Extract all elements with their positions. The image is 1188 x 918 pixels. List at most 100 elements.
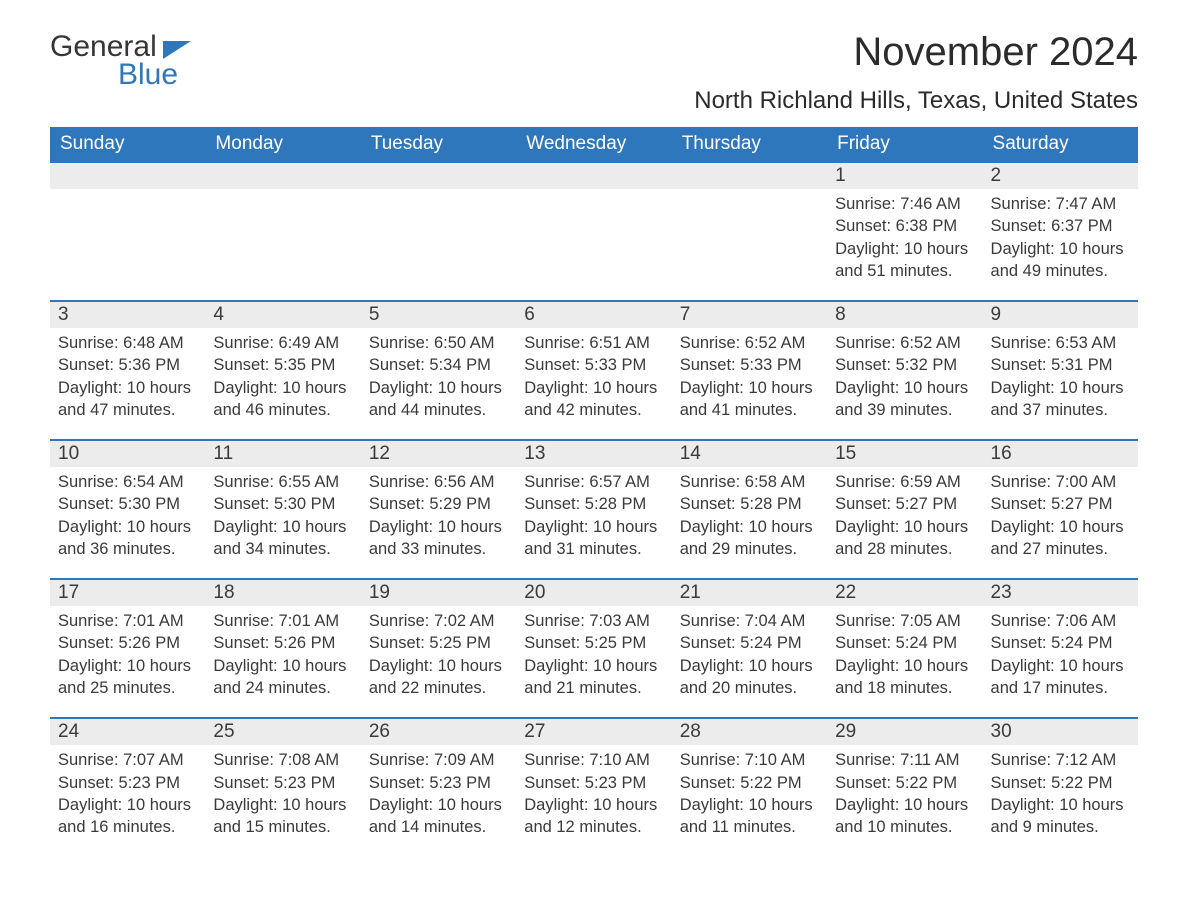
day-number-cell: 10 (50, 440, 205, 467)
day-number-cell: 27 (516, 718, 671, 745)
day-detail-row: Sunrise: 6:54 AMSunset: 5:30 PMDaylight:… (50, 467, 1138, 579)
day-detail-cell (672, 189, 827, 301)
weekday-header: Thursday (672, 127, 827, 162)
day-number-cell: 7 (672, 301, 827, 328)
sunset-text: Sunset: 5:30 PM (213, 493, 352, 515)
day-detail-cell: Sunrise: 7:00 AMSunset: 5:27 PMDaylight:… (983, 467, 1138, 579)
daylight-text: Daylight: 10 hours and 42 minutes. (524, 377, 663, 422)
sunset-text: Sunset: 5:24 PM (680, 632, 819, 654)
day-detail-cell: Sunrise: 7:10 AMSunset: 5:23 PMDaylight:… (516, 745, 671, 856)
day-number-cell: 18 (205, 579, 360, 606)
daylight-text: Daylight: 10 hours and 36 minutes. (58, 516, 197, 561)
sunrise-text: Sunrise: 7:46 AM (835, 193, 974, 215)
day-number-cell: 21 (672, 579, 827, 606)
daylight-text: Daylight: 10 hours and 46 minutes. (213, 377, 352, 422)
sunset-text: Sunset: 5:27 PM (835, 493, 974, 515)
sunset-text: Sunset: 5:25 PM (369, 632, 508, 654)
daylight-text: Daylight: 10 hours and 47 minutes. (58, 377, 197, 422)
day-number-cell: 15 (827, 440, 982, 467)
sunrise-text: Sunrise: 6:57 AM (524, 471, 663, 493)
day-number-cell: 1 (827, 162, 982, 189)
day-detail-cell (516, 189, 671, 301)
sunset-text: Sunset: 5:24 PM (835, 632, 974, 654)
daylight-text: Daylight: 10 hours and 21 minutes. (524, 655, 663, 700)
daylight-text: Daylight: 10 hours and 18 minutes. (835, 655, 974, 700)
daylight-text: Daylight: 10 hours and 16 minutes. (58, 794, 197, 839)
sunset-text: Sunset: 5:30 PM (58, 493, 197, 515)
sunrise-text: Sunrise: 6:51 AM (524, 332, 663, 354)
sunrise-text: Sunrise: 7:00 AM (991, 471, 1130, 493)
sunrise-text: Sunrise: 6:59 AM (835, 471, 974, 493)
sunset-text: Sunset: 5:34 PM (369, 354, 508, 376)
month-title: November 2024 (694, 30, 1138, 75)
sunset-text: Sunset: 5:26 PM (213, 632, 352, 654)
day-number-cell: 19 (361, 579, 516, 606)
daylight-text: Daylight: 10 hours and 11 minutes. (680, 794, 819, 839)
daylight-text: Daylight: 10 hours and 41 minutes. (680, 377, 819, 422)
sunrise-text: Sunrise: 7:05 AM (835, 610, 974, 632)
logo-word-blue: Blue (118, 58, 178, 92)
sunset-text: Sunset: 5:33 PM (524, 354, 663, 376)
sunset-text: Sunset: 5:32 PM (835, 354, 974, 376)
day-detail-cell: Sunrise: 6:56 AMSunset: 5:29 PMDaylight:… (361, 467, 516, 579)
sunset-text: Sunset: 5:22 PM (991, 772, 1130, 794)
sunrise-text: Sunrise: 7:10 AM (680, 749, 819, 771)
daylight-text: Daylight: 10 hours and 49 minutes. (991, 238, 1130, 283)
day-detail-cell: Sunrise: 6:57 AMSunset: 5:28 PMDaylight:… (516, 467, 671, 579)
day-detail-cell: Sunrise: 7:08 AMSunset: 5:23 PMDaylight:… (205, 745, 360, 856)
day-detail-cell: Sunrise: 6:55 AMSunset: 5:30 PMDaylight:… (205, 467, 360, 579)
day-number-cell (361, 162, 516, 189)
sunset-text: Sunset: 5:22 PM (835, 772, 974, 794)
sunrise-text: Sunrise: 6:52 AM (680, 332, 819, 354)
daylight-text: Daylight: 10 hours and 22 minutes. (369, 655, 508, 700)
day-detail-cell: Sunrise: 6:59 AMSunset: 5:27 PMDaylight:… (827, 467, 982, 579)
sunset-text: Sunset: 5:26 PM (58, 632, 197, 654)
day-number-cell (672, 162, 827, 189)
day-detail-cell: Sunrise: 7:05 AMSunset: 5:24 PMDaylight:… (827, 606, 982, 718)
weekday-header: Sunday (50, 127, 205, 162)
sunrise-text: Sunrise: 7:02 AM (369, 610, 508, 632)
daylight-text: Daylight: 10 hours and 51 minutes. (835, 238, 974, 283)
day-detail-row: Sunrise: 7:46 AMSunset: 6:38 PMDaylight:… (50, 189, 1138, 301)
daylight-text: Daylight: 10 hours and 27 minutes. (991, 516, 1130, 561)
day-number-row: 10111213141516 (50, 440, 1138, 467)
sunrise-text: Sunrise: 7:04 AM (680, 610, 819, 632)
day-number-cell: 5 (361, 301, 516, 328)
day-detail-cell: Sunrise: 7:03 AMSunset: 5:25 PMDaylight:… (516, 606, 671, 718)
day-detail-row: Sunrise: 6:48 AMSunset: 5:36 PMDaylight:… (50, 328, 1138, 440)
sunrise-text: Sunrise: 7:06 AM (991, 610, 1130, 632)
sunrise-text: Sunrise: 6:55 AM (213, 471, 352, 493)
sunrise-text: Sunrise: 6:50 AM (369, 332, 508, 354)
day-number-cell (516, 162, 671, 189)
daylight-text: Daylight: 10 hours and 10 minutes. (835, 794, 974, 839)
daylight-text: Daylight: 10 hours and 9 minutes. (991, 794, 1130, 839)
sunset-text: Sunset: 5:23 PM (213, 772, 352, 794)
sunset-text: Sunset: 5:24 PM (991, 632, 1130, 654)
weekday-header: Saturday (983, 127, 1138, 162)
sunset-text: Sunset: 5:36 PM (58, 354, 197, 376)
day-number-cell: 16 (983, 440, 1138, 467)
day-detail-cell: Sunrise: 7:02 AMSunset: 5:25 PMDaylight:… (361, 606, 516, 718)
sunset-text: Sunset: 5:29 PM (369, 493, 508, 515)
weekday-header: Friday (827, 127, 982, 162)
day-number-cell: 25 (205, 718, 360, 745)
daylight-text: Daylight: 10 hours and 33 minutes. (369, 516, 508, 561)
weekday-header: Tuesday (361, 127, 516, 162)
daylight-text: Daylight: 10 hours and 12 minutes. (524, 794, 663, 839)
day-number-cell: 20 (516, 579, 671, 606)
sunrise-text: Sunrise: 7:47 AM (991, 193, 1130, 215)
day-detail-cell: Sunrise: 6:49 AMSunset: 5:35 PMDaylight:… (205, 328, 360, 440)
day-number-cell: 17 (50, 579, 205, 606)
day-number-cell: 4 (205, 301, 360, 328)
sunset-text: Sunset: 5:23 PM (369, 772, 508, 794)
day-detail-cell: Sunrise: 7:09 AMSunset: 5:23 PMDaylight:… (361, 745, 516, 856)
day-detail-cell: Sunrise: 6:52 AMSunset: 5:33 PMDaylight:… (672, 328, 827, 440)
day-number-cell: 9 (983, 301, 1138, 328)
day-number-cell: 29 (827, 718, 982, 745)
day-detail-cell: Sunrise: 6:52 AMSunset: 5:32 PMDaylight:… (827, 328, 982, 440)
day-number-cell: 12 (361, 440, 516, 467)
day-detail-cell: Sunrise: 7:04 AMSunset: 5:24 PMDaylight:… (672, 606, 827, 718)
sunset-text: Sunset: 5:31 PM (991, 354, 1130, 376)
day-number-cell: 28 (672, 718, 827, 745)
day-detail-cell: Sunrise: 7:10 AMSunset: 5:22 PMDaylight:… (672, 745, 827, 856)
